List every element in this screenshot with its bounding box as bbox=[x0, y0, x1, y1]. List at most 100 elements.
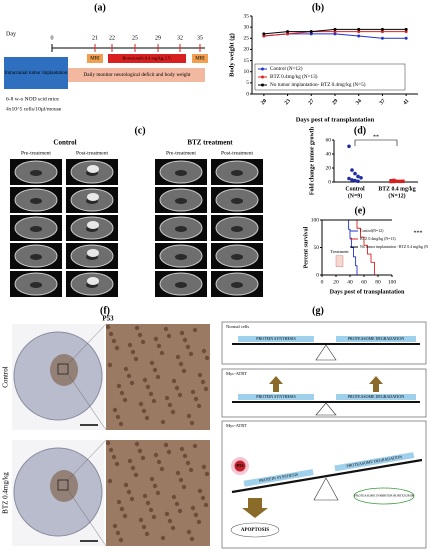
zoom-line bbox=[67, 439, 107, 481]
mri-ventricle bbox=[231, 282, 243, 288]
timeline-day: 25 bbox=[132, 35, 138, 41]
cell bbox=[115, 530, 121, 536]
column-label: Post-treatment bbox=[221, 150, 254, 156]
cell bbox=[196, 519, 202, 525]
x-tick-label: 20 bbox=[260, 98, 268, 106]
mri-ventricle bbox=[30, 198, 42, 204]
mri-ventricle bbox=[30, 282, 42, 288]
series-point bbox=[380, 27, 384, 31]
cell bbox=[204, 355, 210, 361]
stain-label: P53 bbox=[102, 315, 114, 323]
cell bbox=[112, 407, 118, 413]
cell bbox=[122, 397, 128, 403]
cell bbox=[116, 499, 122, 505]
y-axis-label: Body weight (g) bbox=[228, 33, 235, 77]
cell bbox=[175, 354, 181, 360]
cell bbox=[112, 523, 118, 529]
point bbox=[356, 179, 360, 184]
row-label: BTZ 0.4mg/kg bbox=[2, 472, 10, 514]
fulcrum bbox=[313, 477, 339, 501]
timeline-day: 22 bbox=[109, 35, 115, 41]
cell bbox=[129, 380, 135, 386]
mri-ventricle bbox=[175, 198, 187, 204]
y-tick-label: 40 bbox=[326, 151, 332, 157]
cell bbox=[166, 449, 172, 455]
mri-ventricle bbox=[175, 226, 187, 232]
cell bbox=[190, 389, 196, 395]
legend-label: No tumor implantation- BTZ 0.4mg/kg (N=5… bbox=[270, 81, 366, 88]
x-tick-label: 40 bbox=[347, 279, 353, 285]
series-point bbox=[333, 30, 337, 34]
fulcrum bbox=[315, 344, 337, 361]
label-bar bbox=[243, 469, 314, 487]
cell bbox=[134, 325, 140, 331]
inhibitor-node bbox=[353, 487, 415, 505]
monitor-label: Daily monitor neurological deficit and b… bbox=[84, 71, 191, 78]
cell bbox=[144, 531, 150, 537]
cell bbox=[171, 494, 177, 500]
x-tick-label: 23 bbox=[284, 98, 292, 106]
cell bbox=[160, 535, 166, 541]
zoom-line bbox=[67, 489, 107, 547]
cell bbox=[152, 483, 158, 489]
cell bbox=[160, 419, 166, 425]
label-bar bbox=[336, 336, 416, 342]
y-tick-label: 50 bbox=[314, 245, 320, 251]
legend-label: BTZ 0.4mg/kg (N=13) bbox=[360, 237, 396, 241]
cell bbox=[163, 326, 169, 332]
legend-marker bbox=[261, 67, 264, 71]
cell bbox=[177, 508, 183, 514]
cell bbox=[107, 478, 113, 484]
cell bbox=[163, 442, 169, 448]
mri-ventricle bbox=[231, 170, 243, 176]
series-point bbox=[309, 32, 313, 36]
implant-box bbox=[4, 57, 68, 89]
legend-label: No tumor implantation - BTZ 0.4 mg/kg (N… bbox=[360, 245, 428, 249]
cell bbox=[133, 472, 139, 478]
cell bbox=[178, 361, 184, 367]
cell bbox=[126, 489, 132, 495]
y-tick-label: 100 bbox=[311, 217, 320, 223]
cell bbox=[171, 378, 177, 384]
y-tick-label: 0 bbox=[246, 91, 249, 97]
mri-label: MRI bbox=[90, 57, 100, 62]
mri-tumor bbox=[87, 249, 99, 257]
timeline-day: 21 bbox=[92, 35, 98, 41]
cell bbox=[200, 379, 206, 385]
cell bbox=[119, 506, 125, 512]
y-tick-label: 60 bbox=[326, 137, 332, 143]
cell bbox=[123, 366, 129, 372]
tumor-region bbox=[50, 354, 78, 386]
mri-box bbox=[192, 54, 208, 63]
cell bbox=[190, 505, 196, 511]
point bbox=[353, 171, 357, 176]
day-label: Day bbox=[6, 31, 16, 37]
panel-label: (a) bbox=[94, 2, 106, 13]
cell bbox=[204, 471, 210, 477]
cell bbox=[122, 513, 128, 519]
series-point bbox=[309, 30, 313, 34]
cell bbox=[156, 343, 162, 349]
cell bbox=[126, 373, 132, 379]
y-tick-label: 30 bbox=[244, 24, 250, 30]
cell bbox=[114, 345, 120, 351]
cell bbox=[188, 351, 194, 357]
y-tick-label: 0 bbox=[316, 272, 319, 278]
treatment-label: Bortezomib 0.4 mg/kg, I.V. bbox=[122, 56, 171, 62]
cell bbox=[123, 482, 129, 488]
bar-label: PROTEIN SYNTHESIS bbox=[259, 472, 299, 484]
panel-label: (d) bbox=[354, 125, 366, 136]
x-tick-note: (N=12) bbox=[388, 192, 405, 199]
y-tick-label: 35 bbox=[244, 13, 250, 19]
point bbox=[353, 178, 357, 183]
apoptosis-node bbox=[230, 522, 280, 538]
cell bbox=[197, 372, 203, 378]
cell bbox=[186, 529, 192, 535]
seesaw bbox=[231, 458, 423, 494]
point bbox=[395, 179, 399, 183]
x-tick-note: (N=9) bbox=[348, 192, 362, 199]
x-axis-label: Days post of transplantation bbox=[296, 116, 375, 123]
column-label: Pre-treatment bbox=[166, 150, 196, 156]
timeline-day: 29 bbox=[155, 35, 161, 41]
cell bbox=[179, 446, 185, 452]
